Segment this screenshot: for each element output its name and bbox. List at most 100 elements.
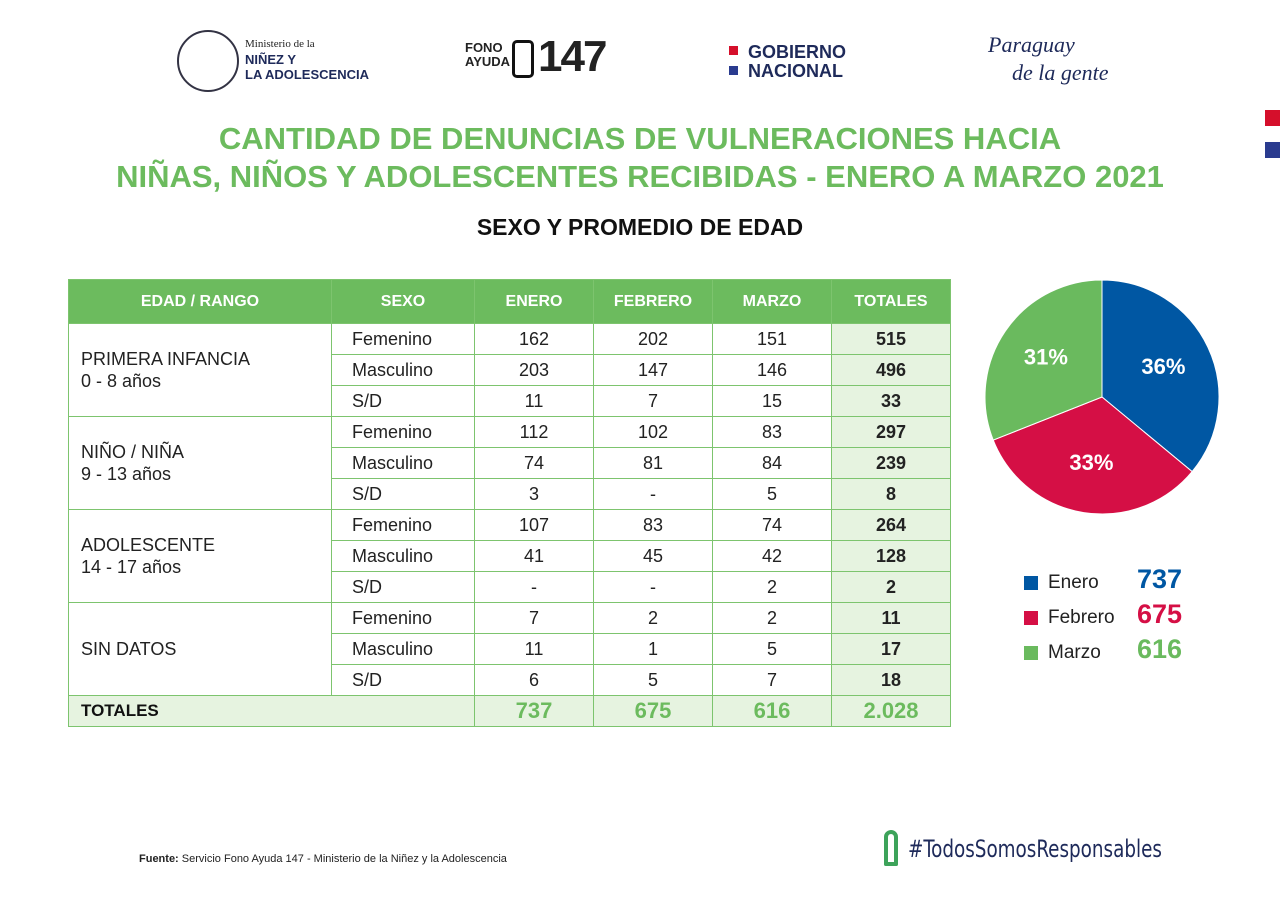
total-cell: 264 [831,509,951,541]
group-label: ADOLESCENTE [81,535,216,555]
group-label: NIÑO / NIÑA [81,442,185,462]
header-cell: EDAD / RANGO [68,279,332,324]
totals-value: 616 [712,695,832,727]
value-cell: 2 [593,602,713,634]
value-cell: - [474,571,594,603]
sex-cell: Femenino [331,416,475,448]
legend-name: Febrero [1048,607,1115,628]
row: ADOLESCENTE 14 - 17 años Femenino 107 83 74 26… [68,509,951,603]
phone-icon [512,40,534,78]
value-cell: 102 [593,416,713,448]
table: EDAD / RANGO SEXO ENERO FEBRERO MARZO TOTALES… [68,279,951,727]
legend-swatch [1024,576,1038,590]
fono-number: 147 [538,32,607,81]
hashtag: #TodosSomosResponsables [908,835,1162,863]
total-cell: 11 [831,602,951,634]
legend-total: 737 [1137,564,1182,594]
row: Masculino 11 1 5 17 [69,633,951,665]
legend-name: Enero [1048,572,1099,593]
totals-value: 675 [593,695,713,727]
pie-slice [1101,279,1220,473]
flag-red [729,46,738,55]
total-cell: 239 [831,447,951,479]
totals-value: 2.028 [831,695,951,727]
value-cell: 15 [712,385,832,417]
edge-blue [1265,142,1280,158]
ribbon [884,830,898,866]
edge-red [1265,110,1280,126]
value-cell: 162 [474,323,594,355]
group-range: 14 - 17 años [81,557,182,577]
value-cell: 42 [712,540,832,572]
row: Masculino 74 81 84 239 [69,447,951,479]
paraguay: Paraguay [988,32,1075,57]
value-cell: 1 [593,633,713,665]
value-cell: 81 [593,447,713,479]
source-label: Fuente: [139,853,179,865]
slice-label: 31% [1024,345,1068,370]
group-cell: NIÑO / NIÑA 9 - 13 años [68,416,332,510]
legend-swatch [1024,646,1038,660]
legend-total: 675 [1137,599,1182,629]
sex-cell: Masculino [331,633,475,665]
sex-cell: Femenino [331,323,475,355]
value-cell: 74 [474,447,594,479]
pie-slice [984,279,1103,441]
fono: FONO [465,40,503,55]
row: NIÑO / NIÑA 9 - 13 años Femenino 112 102 83 29… [68,416,951,510]
slice-label: 33% [1069,450,1113,475]
value-cell: 151 [712,323,832,355]
legend-name: Marzo [1048,642,1101,663]
gobierno: NACIONAL [748,61,843,81]
value-cell: 112 [474,416,594,448]
legend-swatch [1024,611,1038,625]
value-cell: 74 [712,509,832,541]
sex-cell: Masculino [331,540,475,572]
value-cell: 146 [712,354,832,386]
value-cell: 5 [712,478,832,510]
row: SIN DATOS Femenino 7 2 2 11 [68,602,951,696]
seal [177,30,239,92]
group-range: 9 - 13 años [81,464,172,484]
total-cell: 496 [831,354,951,386]
group-range: 0 - 8 años [81,371,162,391]
totals-value: 737 [474,695,594,727]
row: PRIMERA INFANCIA 0 - 8 años Femenino 162 202… [68,323,951,417]
header-cell: ENERO [474,279,594,324]
value-cell: 2 [712,602,832,634]
value-cell: 45 [593,540,713,572]
title: CANTIDAD DE DENUNCIAS DE VULNERACIONES H… [0,120,1280,196]
value-cell: 7 [474,602,594,634]
subtitle: SEXO Y PROMEDIO DE EDAD [476,214,804,240]
title-line: NIÑAS, NIÑOS Y ADOLESCENTES RECIBIDAS - … [116,159,1164,194]
totals-row: TOTALES 737 675 616 2.028 [68,695,951,727]
value-cell: 41 [474,540,594,572]
value-cell: 84 [712,447,832,479]
value-cell: 11 [474,633,594,665]
group-cell: ADOLESCENTE 14 - 17 años [68,509,332,603]
title-line: CANTIDAD DE DENUNCIAS DE VULNERACIONES H… [218,121,1062,156]
pie-slice [992,396,1193,515]
header-row: EDAD / RANGO SEXO ENERO FEBRERO MARZO TOTALES [68,279,951,324]
header-cell: FEBRERO [593,279,713,324]
source-text: Servicio Fono Ayuda 147 - Ministerio de … [181,853,507,865]
sex-cell: S/D [331,385,475,417]
gobierno: GOBIERNO [748,42,847,62]
totals-label: TOTALES [68,695,475,727]
value-cell: 83 [593,509,713,541]
slice-label: 36% [1141,354,1185,379]
total-cell: 297 [831,416,951,448]
total-cell: 17 [831,633,951,665]
group-label: PRIMERA INFANCIA [81,349,251,369]
total-cell: 8 [831,478,951,510]
source: Fuente: Servicio Fono Ayuda 147 - Minist… [139,853,507,865]
sex-cell: S/D [331,571,475,603]
sex-cell: Masculino [331,447,475,479]
header-cell: TOTALES [831,279,951,324]
group-cell: PRIMERA INFANCIA 0 - 8 años [68,323,332,417]
header-cell: MARZO [712,279,832,324]
ministry-line: Ministerio de la [245,38,315,50]
header-cell: SEXO [331,279,475,324]
